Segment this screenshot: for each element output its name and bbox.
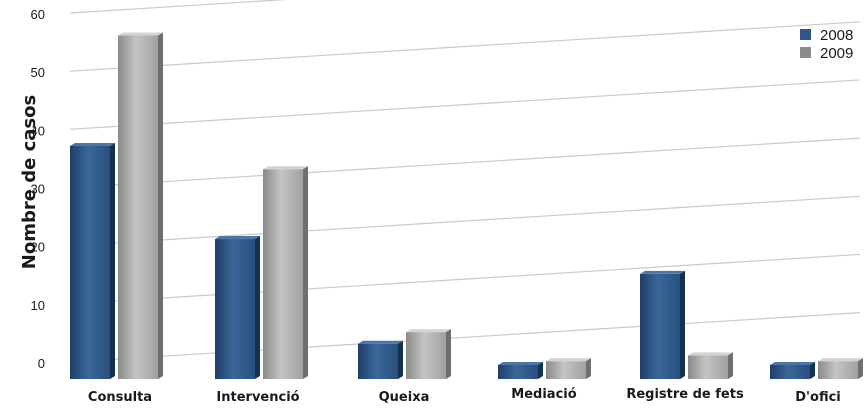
bar-2008-5 (770, 362, 815, 379)
bar-face (498, 365, 538, 379)
bar-top (263, 166, 308, 170)
gridline (69, 137, 861, 189)
gridline (69, 21, 861, 72)
legend-swatch-2008 (800, 29, 811, 40)
category-label: Intervenció (216, 390, 299, 405)
gridline (69, 195, 861, 247)
bar-top (546, 358, 591, 362)
bar-face (406, 332, 446, 379)
bar-2008-4 (640, 270, 685, 379)
bar-face (688, 355, 728, 379)
bar-2009-4 (688, 352, 733, 379)
legend: 2008 2009 (800, 27, 853, 62)
bar-face (770, 365, 810, 379)
bar-top (640, 270, 685, 274)
legend-label-2009: 2009 (820, 45, 853, 62)
category-label: Mediació (511, 387, 576, 402)
bar-side (255, 236, 260, 379)
category-label: D'ofici (795, 390, 841, 405)
bar-face (263, 169, 303, 379)
category-label: Consulta (88, 390, 152, 405)
bar-2008-2 (358, 340, 403, 379)
category-label: Registre de fets (626, 387, 744, 402)
legend-label-2008: 2008 (820, 27, 853, 44)
y-tick-label: 0 (38, 356, 45, 371)
bar-side (446, 329, 451, 379)
bar-side (158, 32, 163, 379)
bar-top (358, 340, 403, 344)
bar-face (118, 35, 158, 379)
x-axis-categories: Consulta Intervenció Queixa Mediació Registr… (88, 387, 841, 405)
y-axis-ticks: 0 10 20 30 40 50 60 (31, 7, 45, 371)
y-axis-label: Nombre de casos (19, 95, 40, 269)
bar-top (498, 362, 543, 365)
bar-side (810, 362, 815, 379)
gridline (69, 79, 861, 130)
y-tick-label: 20 (31, 240, 45, 255)
bar-face (70, 145, 110, 379)
bar-2009-1 (263, 166, 308, 379)
bar-side (398, 340, 403, 379)
bar-2009-0 (118, 32, 163, 379)
bar-side (728, 352, 733, 379)
bar-face (546, 361, 586, 379)
bar-side (858, 358, 863, 379)
bar-2008-0 (70, 142, 115, 379)
y-tick-label: 40 (31, 123, 45, 138)
bar-2008-1 (215, 236, 260, 379)
bar-top (118, 32, 163, 36)
gridline (69, 312, 861, 363)
bar-2009-3 (546, 358, 591, 379)
bar-2009-5 (818, 358, 863, 379)
legend-swatch-2009 (800, 47, 811, 58)
gridlines (69, 0, 861, 363)
y-tick-label: 60 (31, 7, 45, 22)
bar-face (215, 239, 255, 379)
y-tick-label: 30 (31, 182, 45, 197)
bar-top (70, 142, 115, 146)
bar-side (110, 142, 115, 379)
bar-face (818, 361, 858, 379)
bar-2009-2 (406, 329, 451, 379)
gridline (69, 0, 288, 14)
bar-top (770, 362, 815, 365)
bar-top (406, 329, 451, 333)
bars (70, 32, 863, 379)
gridline (69, 253, 861, 305)
y-tick-label: 50 (31, 65, 45, 80)
bar-face (640, 273, 680, 379)
bar-side (680, 270, 685, 379)
bar-side (303, 166, 308, 379)
bar-side (586, 358, 591, 379)
bar-top (688, 352, 733, 356)
bar-2008-3 (498, 362, 543, 379)
category-label: Queixa (379, 390, 430, 405)
bar-top (215, 236, 260, 240)
bar-face (358, 343, 398, 379)
y-tick-label: 10 (31, 298, 45, 313)
bar-top (818, 358, 863, 362)
bar-side (538, 362, 543, 379)
